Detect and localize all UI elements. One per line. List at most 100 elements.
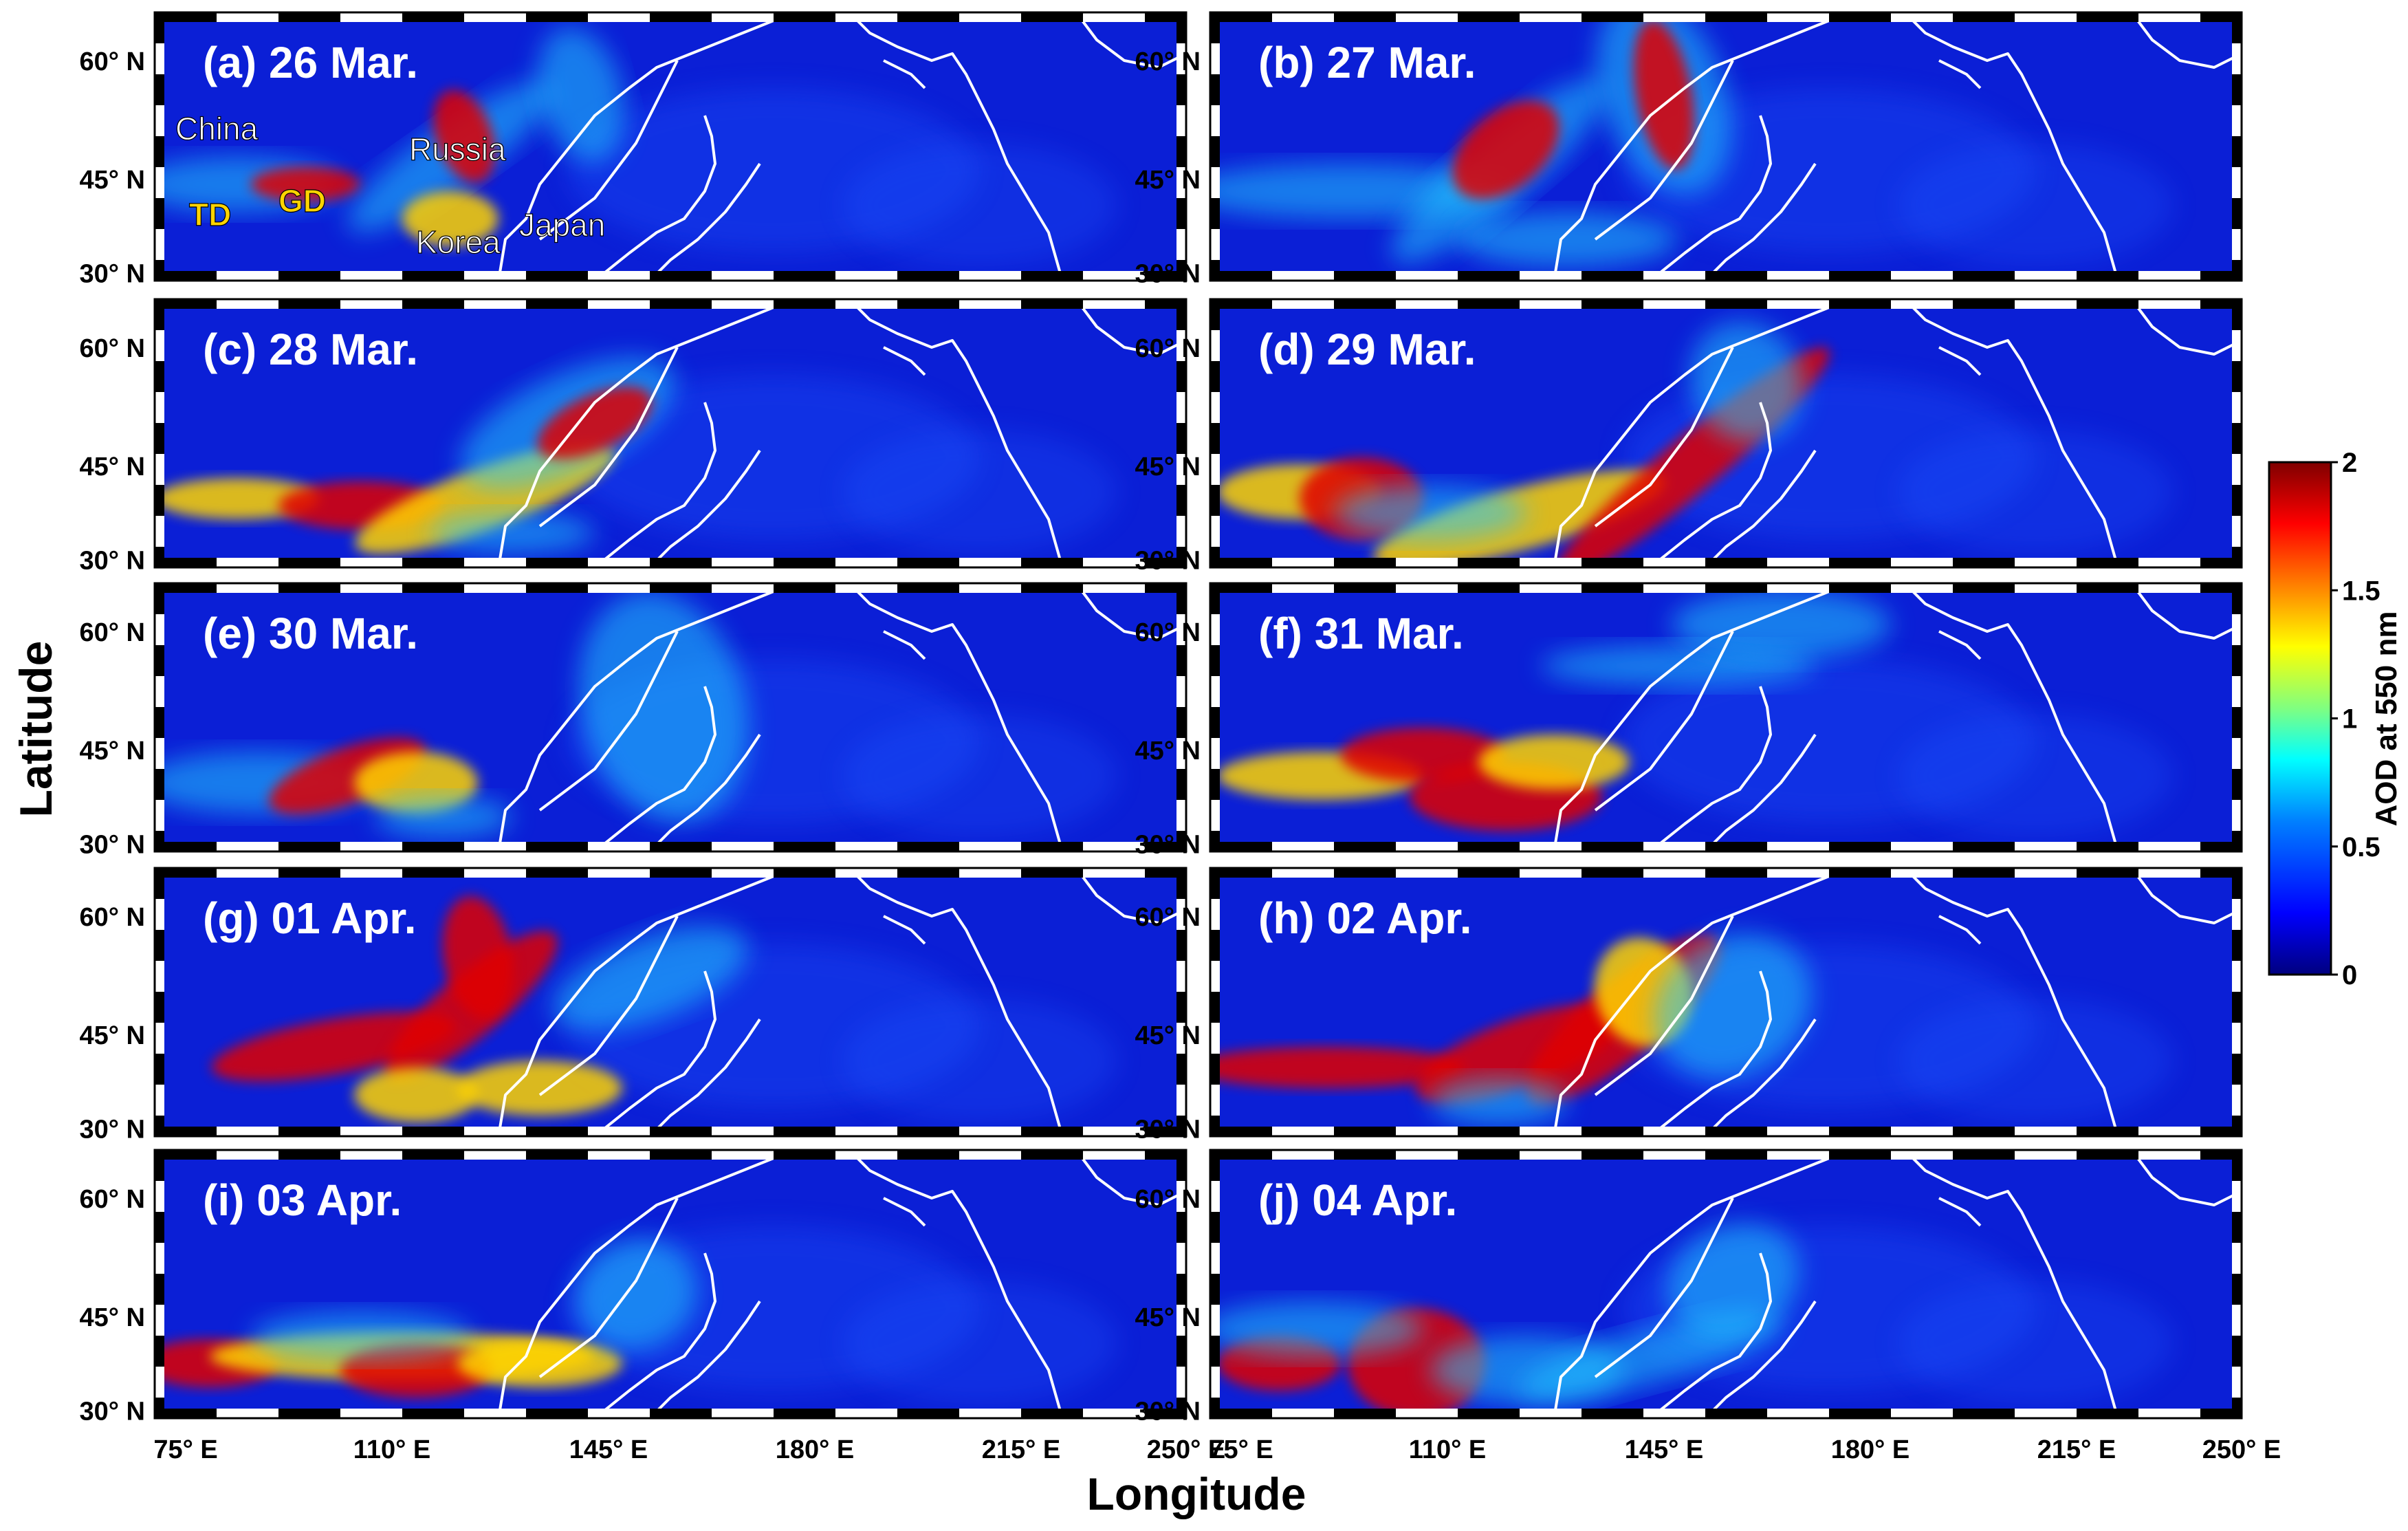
panel-frame bbox=[1209, 298, 2243, 569]
x-axis-label: Longitude bbox=[1087, 1468, 1306, 1519]
coastline bbox=[1938, 59, 1982, 89]
latitude-tick-label: 60° N bbox=[1135, 47, 1201, 76]
dust-plume bbox=[1653, 933, 1813, 1078]
dust-plume bbox=[1452, 100, 1559, 199]
dust-plume bbox=[457, 1061, 622, 1116]
coastline bbox=[848, 1150, 1064, 1418]
coastline bbox=[883, 915, 926, 945]
coastline bbox=[1938, 630, 1982, 660]
panel-grid: (a) 26 Mar. China Russia TD GD Korea Japan 60° … bbox=[80, 11, 2243, 1426]
dust-plume bbox=[354, 1067, 478, 1122]
coastline bbox=[883, 59, 926, 89]
dust-plume bbox=[1210, 1301, 1423, 1356]
coastline bbox=[1075, 1150, 1186, 1206]
coastline bbox=[538, 915, 679, 1096]
coastline bbox=[1938, 346, 1982, 376]
panel-frame bbox=[1209, 867, 2243, 1138]
longitude-tick-label: 75° E bbox=[153, 1435, 217, 1464]
panel-frame bbox=[153, 11, 1187, 282]
latitude-tick-label: 30° N bbox=[80, 259, 145, 288]
dust-plume bbox=[1430, 1078, 1568, 1126]
latitude-tick-label: 60° N bbox=[80, 47, 145, 76]
dust-plume bbox=[1671, 590, 1891, 659]
y-axis-label: Latitude bbox=[10, 641, 61, 818]
coastline bbox=[1553, 299, 1850, 567]
longitude-tick-label: 180° E bbox=[776, 1435, 855, 1464]
region-label-korea: Korea bbox=[416, 224, 501, 260]
region-label-gd: GD bbox=[278, 183, 326, 219]
colorbar-tick-label: 2 bbox=[2342, 448, 2357, 478]
coastline bbox=[848, 868, 1064, 1136]
latitude-tick-label: 45° N bbox=[80, 166, 145, 195]
coastline bbox=[593, 402, 716, 567]
coastline bbox=[1704, 162, 1817, 281]
panel-title: (d) 29 Mar. bbox=[1258, 325, 1476, 374]
coastline bbox=[1075, 868, 1186, 924]
latitude-tick-label: 30° N bbox=[80, 1397, 145, 1426]
coastline bbox=[593, 1252, 716, 1418]
latitude-tick-label: 30° N bbox=[1135, 1115, 1201, 1144]
colorbar-tick-label: 1 bbox=[2342, 704, 2357, 735]
panel-title: (a) 26 Mar. bbox=[203, 38, 418, 87]
dust-plume bbox=[578, 591, 749, 823]
coastline bbox=[648, 733, 761, 851]
coastline bbox=[1553, 583, 1850, 851]
map-panel-b: (b) 27 Mar. 60° N 45° N 30° N bbox=[1135, 11, 2243, 288]
coastline bbox=[1704, 449, 1817, 567]
coastline bbox=[1553, 868, 1850, 1136]
latitude-tick-label: 30° N bbox=[1135, 259, 1201, 288]
dust-plume bbox=[1210, 1047, 1465, 1088]
longitude-tick-label: 250° E bbox=[2202, 1435, 2281, 1464]
panel-frame bbox=[1209, 1149, 2243, 1420]
coastline bbox=[648, 449, 761, 567]
longitude-tick-label: 250° E bbox=[1147, 1435, 1226, 1464]
coastline bbox=[648, 162, 761, 281]
latitude-tick-label: 60° N bbox=[1135, 334, 1201, 363]
latitude-tick-label: 60° N bbox=[80, 1185, 145, 1214]
panel-frame bbox=[153, 1149, 1187, 1420]
dust-plume bbox=[1634, 20, 1694, 170]
latitude-tick-label: 45° N bbox=[1135, 737, 1201, 766]
dust-plume bbox=[251, 167, 361, 202]
latitude-tick-label: 45° N bbox=[1135, 166, 1201, 195]
coastline bbox=[1903, 12, 2119, 281]
colorbar-tick-label: 1.5 bbox=[2342, 576, 2380, 606]
coastline bbox=[497, 12, 795, 281]
region-label-japan: Japan bbox=[519, 207, 605, 243]
coastline bbox=[1649, 686, 1772, 851]
map-panel-h: (h) 02 Apr. 60° N 45° N 30° N bbox=[1135, 867, 2243, 1144]
map-panel-g: (g) 01 Apr. 60° N 45° N 30° N bbox=[80, 867, 1187, 1144]
longitude-tick-label: 75° E bbox=[1209, 1435, 1273, 1464]
coastline bbox=[1649, 115, 1772, 281]
coastline bbox=[1903, 299, 2119, 567]
panel-frame bbox=[153, 582, 1187, 853]
dust-plume bbox=[433, 89, 495, 183]
latitude-tick-label: 45° N bbox=[80, 1021, 145, 1050]
longitude-tick-label: 145° E bbox=[1625, 1435, 1704, 1464]
panel-frame bbox=[153, 867, 1187, 1138]
dust-plume bbox=[430, 512, 595, 554]
dust-plume bbox=[1666, 1223, 1799, 1338]
latitude-tick-label: 45° N bbox=[80, 1303, 145, 1332]
panel-frame bbox=[153, 298, 1187, 569]
latitude-tick-label: 60° N bbox=[1135, 618, 1201, 647]
map-panel-i: (i) 03 Apr. 60° N 45° N 30° N bbox=[80, 1149, 1187, 1426]
coastline bbox=[883, 630, 926, 660]
coastline bbox=[497, 868, 795, 1136]
dust-plume bbox=[537, 28, 625, 162]
coastline bbox=[1594, 1197, 1734, 1378]
coastline bbox=[1704, 733, 1817, 851]
colorbar: 2 1.5 1 0.5 0 AOD at 550 nm bbox=[2268, 448, 2403, 990]
coastline bbox=[2130, 583, 2242, 640]
dust-plume bbox=[402, 191, 499, 246]
coastline bbox=[497, 299, 795, 567]
latitude-tick-label: 30° N bbox=[1135, 830, 1201, 859]
longitude-tick-label: 110° E bbox=[1409, 1435, 1486, 1464]
coastline bbox=[1594, 631, 1734, 812]
coastline bbox=[848, 299, 1064, 567]
panel-title: (h) 02 Apr. bbox=[1258, 893, 1472, 943]
panel-title: (i) 03 Apr. bbox=[203, 1175, 402, 1225]
dust-plume bbox=[1334, 485, 1526, 540]
coastline bbox=[1553, 12, 1850, 281]
latitude-tick-label: 30° N bbox=[1135, 1397, 1201, 1426]
